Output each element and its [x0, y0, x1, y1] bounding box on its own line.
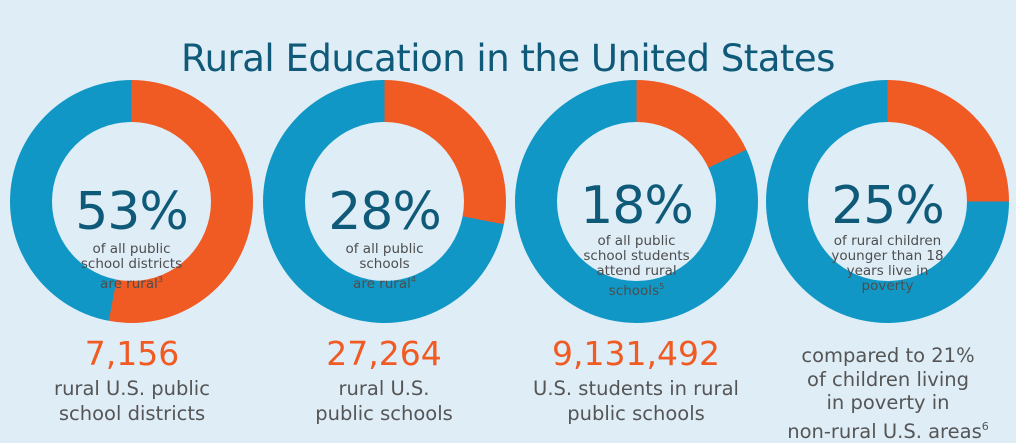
percent-description: of all public schools are rural4 — [345, 241, 424, 292]
percent-value: 28% — [328, 182, 442, 242]
footnote-ref: 5 — [659, 282, 665, 291]
stat-rural-schools: 28% of all public schools are rural4 27,… — [258, 0, 510, 443]
footnote-ref: 3 — [157, 275, 163, 284]
donut-chart: 53% of all public school districts are r… — [10, 80, 253, 323]
donut-center: 25% of rural children younger than 18 ye… — [808, 122, 967, 294]
footnote-ref: 6 — [981, 419, 989, 433]
donut-chart: 18% of all public school students attend… — [515, 80, 758, 323]
stat-rural-districts: 53% of all public school districts are r… — [6, 0, 258, 443]
count-label: rural U.S. public schools — [315, 377, 453, 425]
footnote-ref: 4 — [410, 275, 416, 284]
comparison-label: compared to 21% of children living in po… — [787, 344, 989, 443]
count-value: 9,131,492 — [552, 334, 720, 373]
donut-center: 18% of all public school students attend… — [557, 122, 716, 299]
donut-center: 28% of all public schools are rural4 — [305, 122, 464, 292]
count-label: rural U.S. public school districts — [54, 377, 210, 425]
percent-value: 25% — [831, 176, 945, 236]
percent-description: of rural children younger than 18 years … — [831, 233, 944, 294]
percent-description: of all public school districts are rural… — [80, 241, 183, 292]
percent-value: 53% — [75, 182, 189, 242]
donut-center: 53% of all public school districts are r… — [52, 122, 211, 292]
stat-rural-students: 18% of all public school students attend… — [510, 0, 762, 443]
count-label: U.S. students in rural public schools — [533, 377, 739, 425]
count-value: 7,156 — [84, 334, 180, 373]
page-title: Rural Education in the United States — [181, 36, 835, 80]
donut-chart: 28% of all public schools are rural4 — [263, 80, 506, 323]
count-value: 27,264 — [326, 334, 442, 373]
donut-chart: 25% of rural children younger than 18 ye… — [766, 80, 1009, 323]
percent-description: of all public school students attend rur… — [583, 233, 690, 299]
stat-rural-child-poverty: 25% of rural children younger than 18 ye… — [762, 0, 1014, 443]
percent-value: 18% — [580, 176, 694, 236]
